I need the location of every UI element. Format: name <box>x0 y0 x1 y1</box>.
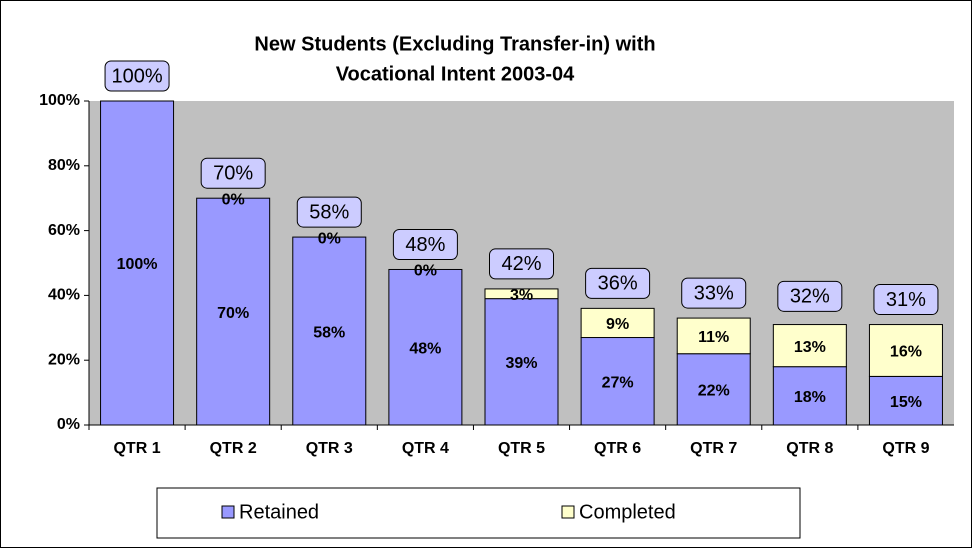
total-label-box <box>296 196 362 228</box>
legend-swatch <box>561 505 575 519</box>
data-label: 15% <box>890 394 922 411</box>
bar-segment <box>196 197 271 426</box>
total-label-box <box>200 157 266 189</box>
bar-segment <box>100 100 175 426</box>
data-label: 16% <box>890 344 922 361</box>
data-label: 11% <box>698 329 729 346</box>
data-label: 3% <box>510 287 533 304</box>
x-tick-label: QTR 4 <box>402 440 449 457</box>
legend-swatch <box>221 505 235 519</box>
total-label: 31% <box>886 289 926 311</box>
bar-segment <box>772 324 847 368</box>
data-label: 13% <box>794 339 826 356</box>
total-label-box <box>104 60 170 92</box>
bar-segment <box>676 317 751 355</box>
bar-segment <box>868 375 943 426</box>
total-label: 36% <box>598 273 638 295</box>
total-label-box <box>777 280 843 312</box>
total-label-box <box>392 228 458 260</box>
data-label: 0% <box>222 191 245 208</box>
data-label: 0% <box>414 263 437 280</box>
x-tick-label: QTR 1 <box>113 440 160 457</box>
y-tick-label: 0% <box>57 416 80 433</box>
bar-segment <box>388 268 463 426</box>
total-label: 58% <box>309 201 349 223</box>
data-label: 70% <box>217 305 249 322</box>
total-label: 70% <box>213 162 253 184</box>
data-label: 100% <box>117 256 158 273</box>
y-tick-label: 60% <box>48 222 80 239</box>
x-tick-label: QTR 6 <box>594 440 641 457</box>
total-label: 100% <box>111 65 162 87</box>
data-label: 9% <box>606 316 629 333</box>
x-tick-label: QTR 3 <box>306 440 353 457</box>
data-label: 0% <box>318 230 341 247</box>
legend-label: Completed <box>579 501 676 523</box>
y-tick-label: 40% <box>48 287 80 304</box>
x-tick-label: QTR 2 <box>210 440 257 457</box>
chart-title: Vocational Intent 2003-04 <box>336 63 575 85</box>
bar-segment <box>772 366 847 426</box>
chart-title: New Students (Excluding Transfer-in) wit… <box>254 33 655 55</box>
total-label-box <box>585 267 651 299</box>
total-label-box <box>489 248 554 280</box>
bar-segment <box>580 307 655 339</box>
total-label-box <box>681 277 747 309</box>
bar-segment <box>484 298 559 426</box>
x-tick-label: QTR 8 <box>786 440 833 457</box>
data-label: 22% <box>698 383 730 400</box>
bar-segment <box>676 353 751 426</box>
bar-segment <box>868 324 943 377</box>
y-tick-label: 80% <box>48 157 80 174</box>
x-tick-label: QTR 9 <box>882 440 929 457</box>
total-label: 42% <box>501 253 541 275</box>
legend-box <box>156 487 801 539</box>
y-tick-label: 20% <box>48 351 80 368</box>
bar-segment <box>484 288 559 300</box>
data-label: 27% <box>602 374 634 391</box>
x-tick-label: QTR 7 <box>690 440 737 457</box>
x-tick-label: QTR 5 <box>498 440 545 457</box>
total-label: 32% <box>790 286 830 308</box>
data-label: 39% <box>505 355 537 372</box>
legend-label: Retained <box>239 501 319 523</box>
bar-segment <box>292 236 367 426</box>
total-label: 33% <box>694 282 734 304</box>
data-label: 48% <box>409 340 441 357</box>
data-label: 58% <box>313 324 345 341</box>
total-label: 48% <box>405 234 445 256</box>
bar-segment <box>580 337 655 426</box>
data-label: 18% <box>794 389 826 406</box>
y-tick-label: 100% <box>39 92 80 109</box>
total-label-box <box>873 284 939 316</box>
